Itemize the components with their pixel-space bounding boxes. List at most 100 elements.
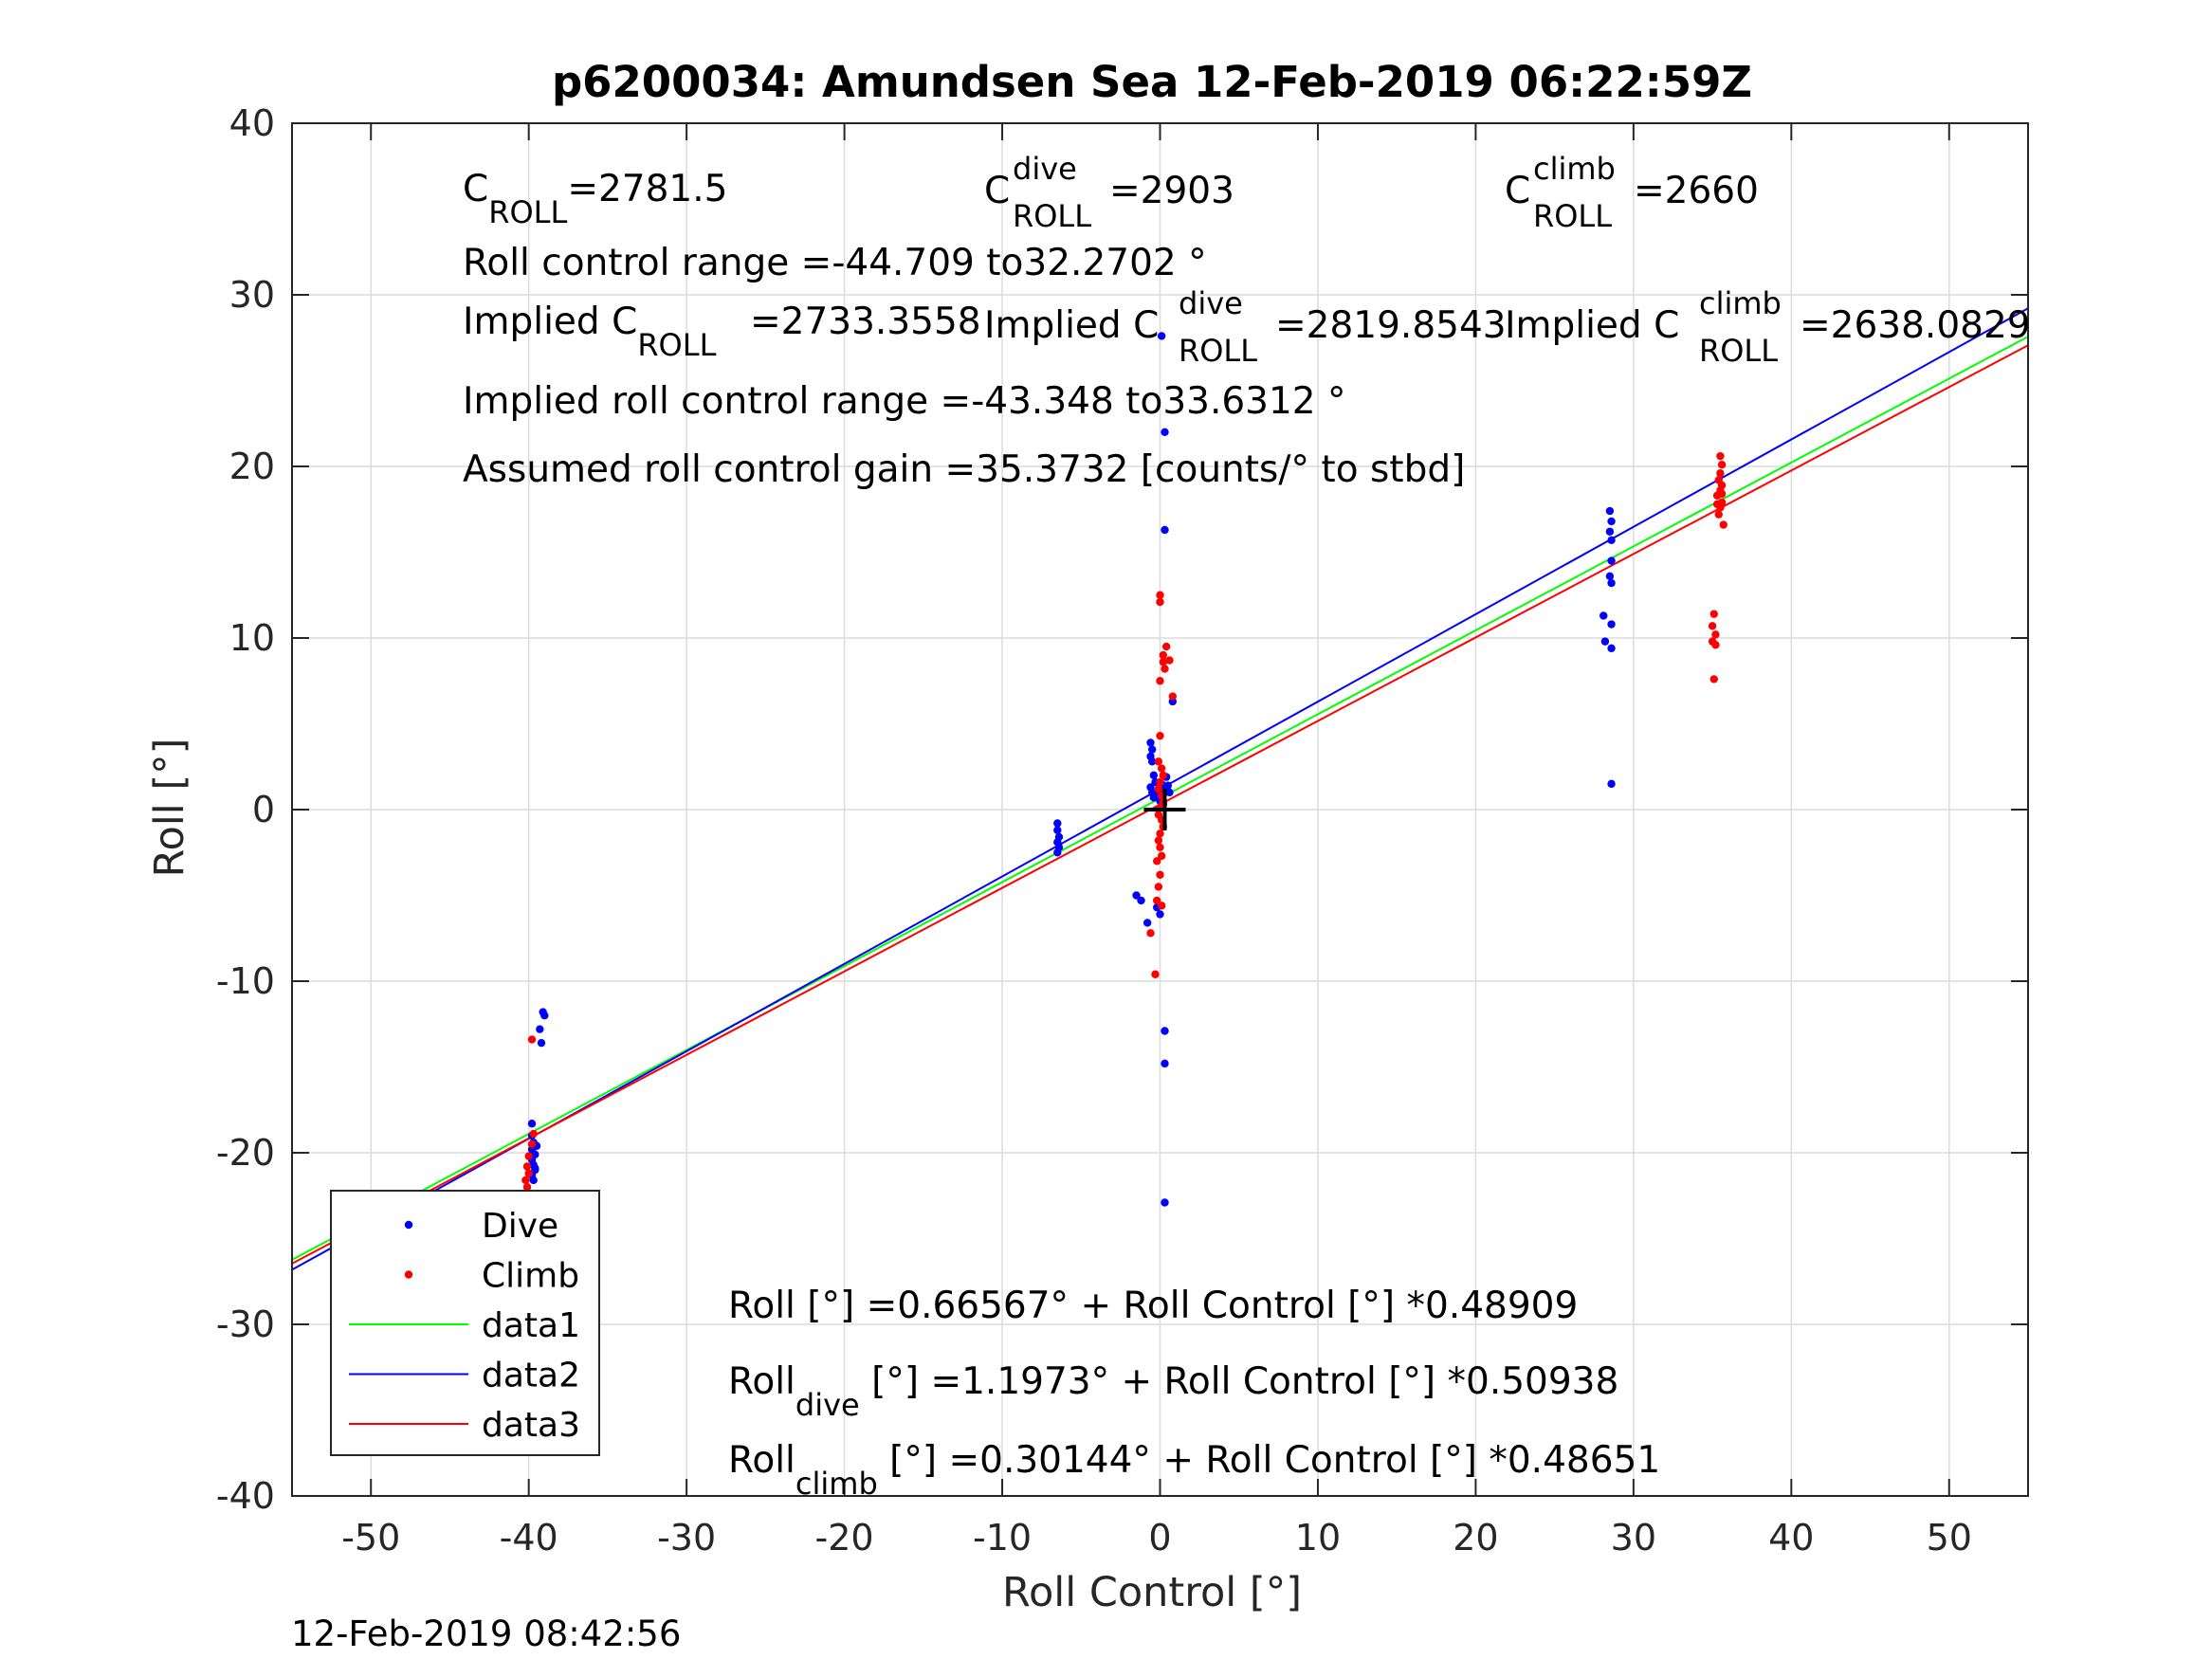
legend-items: Dive Climb data1 data2 data3 (349, 1207, 580, 1445)
c-roll-value: =2781.5 (567, 168, 727, 210)
implied-c-dive-base: Implied C (984, 304, 1159, 347)
point-climb (1165, 656, 1174, 665)
c-climb-base: C (1505, 170, 1530, 212)
point-dive (527, 1120, 537, 1128)
implied-c-roll-base: Implied C (463, 301, 637, 343)
y-tick-label: -30 (216, 1304, 275, 1345)
point-dive (537, 1038, 546, 1048)
point-dive (1053, 848, 1062, 857)
point-climb (1157, 851, 1166, 861)
x-tick-label: -30 (657, 1517, 716, 1559)
equation-climb: Rollclimb [°] =0.30144° + Roll Control [… (728, 1439, 1660, 1502)
point-climb (1157, 902, 1166, 910)
x-tick-label: 0 (1148, 1517, 1171, 1559)
point-climb (522, 1183, 532, 1192)
point-dive (1607, 644, 1616, 653)
point-dive (1605, 572, 1615, 581)
axis-ticks: -50 -40 -30 -20 -10 0 10 20 30 40 50 -40 -30 -20 -10 0 1… (216, 102, 2028, 1559)
implied-c-climb-sub: ROLL (1699, 333, 1778, 369)
point-dive (1053, 819, 1062, 828)
point-climb (1716, 451, 1725, 461)
equation-dive-base: Roll (728, 1360, 795, 1403)
point-dive (1161, 1059, 1169, 1068)
point-climb (1714, 510, 1723, 519)
point-climb (1154, 811, 1163, 819)
point-climb (527, 1139, 537, 1149)
equation-climb-rest: [°] =0.30144° + Roll Control [°] *0.4865… (878, 1439, 1660, 1482)
legend-box (330, 1190, 600, 1456)
implied-c-roll-value: =2733.3558 (750, 301, 981, 343)
point-climb (1159, 771, 1168, 779)
x-tick-label: -10 (973, 1517, 1032, 1559)
point-climb (1709, 610, 1718, 618)
point-dive (1161, 1198, 1169, 1207)
point-dive (1607, 556, 1616, 565)
equation-dive: Rolldive [°] =1.1973° + Roll Control [°]… (728, 1360, 1618, 1423)
implied-c-dive-annotation: Implied C dive ROLL =2819.8543 (984, 285, 1507, 369)
implied-roll-control-range: Implied roll control range =-43.348 to33… (463, 380, 1346, 423)
point-climb (1719, 520, 1728, 529)
legend-label: data1 (482, 1306, 580, 1345)
chart-title: p6200034: Amundsen Sea 12-Feb-2019 06:22… (552, 57, 1752, 107)
point-climb (1156, 843, 1164, 852)
point-climb (1168, 692, 1178, 701)
point-climb (1717, 460, 1727, 469)
point-climb (1146, 929, 1155, 938)
point-dive (1600, 611, 1608, 620)
point-dive (1132, 891, 1141, 900)
point-dive (1053, 826, 1062, 834)
implied-c-dive-sup: dive (1179, 285, 1243, 321)
point-climb (1154, 757, 1163, 766)
y-tick-label: 20 (229, 446, 275, 487)
x-tick-label: 50 (1927, 1517, 1972, 1559)
implied-c-roll-annotation: Implied CROLL =2733.3558 (463, 301, 981, 363)
point-dive (1607, 536, 1616, 545)
point-dive (1156, 910, 1164, 919)
point-dive (1137, 896, 1145, 905)
implied-c-dive-sub: ROLL (1179, 333, 1257, 369)
crosshair-marker (1143, 789, 1186, 830)
equation-dive-sub: dive (795, 1387, 860, 1423)
point-dive (1607, 578, 1616, 588)
point-climb (1709, 675, 1718, 684)
legend-label: Dive (482, 1207, 558, 1246)
point-climb (1156, 870, 1164, 879)
point-climb (1154, 836, 1163, 845)
point-climb (1711, 641, 1720, 649)
point-climb (1152, 896, 1161, 905)
point-climb (1708, 622, 1717, 630)
c-dive-annotation: Cdive ROLL =2903 (984, 151, 1234, 234)
point-climb (524, 1152, 533, 1160)
point-climb (524, 1169, 533, 1177)
implied-c-climb-base: Implied C (1505, 304, 1679, 347)
implied-c-climb-sup: climb (1699, 285, 1782, 321)
y-axis-label: Roll [°] (146, 738, 193, 878)
point-dive (1143, 919, 1152, 927)
point-climb (1154, 785, 1163, 793)
point-climb (522, 1162, 532, 1171)
y-tick-label: 0 (252, 789, 275, 830)
c-climb-value: =2660 (1634, 170, 1759, 212)
c-dive-value: =2903 (1109, 170, 1234, 212)
x-tick-label: 10 (1295, 1517, 1341, 1559)
point-dive (1163, 781, 1173, 790)
point-dive (1605, 506, 1615, 516)
y-tick-label: -20 (216, 1132, 275, 1174)
point-climb (1156, 830, 1164, 838)
x-tick-label: 40 (1768, 1517, 1814, 1559)
point-dive (1147, 745, 1157, 754)
c-roll-annotation: CROLL=2781.5 (463, 168, 727, 230)
point-dive (1607, 620, 1616, 629)
x-axis-label: Roll Control [°] (1002, 1569, 1302, 1616)
c-dive-base: C (984, 170, 1010, 212)
point-dive (1147, 757, 1157, 766)
equation-climb-sub: climb (795, 1466, 878, 1502)
equation-all: Roll [°] =0.66567° + Roll Control [°] *0… (728, 1285, 1578, 1327)
x-tick-label: 20 (1453, 1517, 1498, 1559)
point-dive (540, 1012, 549, 1020)
point-climb (1156, 597, 1164, 607)
point-dive (1161, 525, 1169, 535)
point-dive (1607, 517, 1616, 526)
x-tick-label: 30 (1611, 1517, 1656, 1559)
point-climb (1161, 642, 1171, 651)
